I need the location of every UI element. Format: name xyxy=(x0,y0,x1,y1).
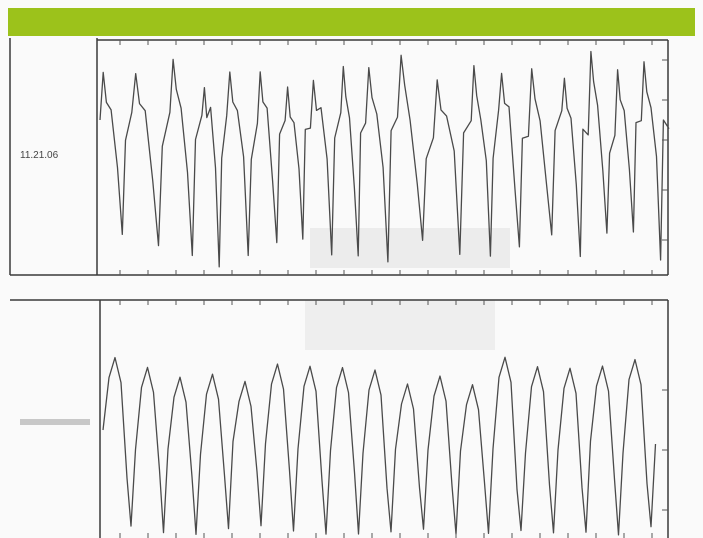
background xyxy=(0,0,703,538)
panel-label: 11.21.06 xyxy=(20,150,59,161)
illegible-label xyxy=(20,419,90,425)
smudge xyxy=(305,300,495,350)
scan: 11.21.06 xyxy=(0,0,703,538)
smudge xyxy=(310,228,510,268)
header-bar xyxy=(8,8,695,36)
